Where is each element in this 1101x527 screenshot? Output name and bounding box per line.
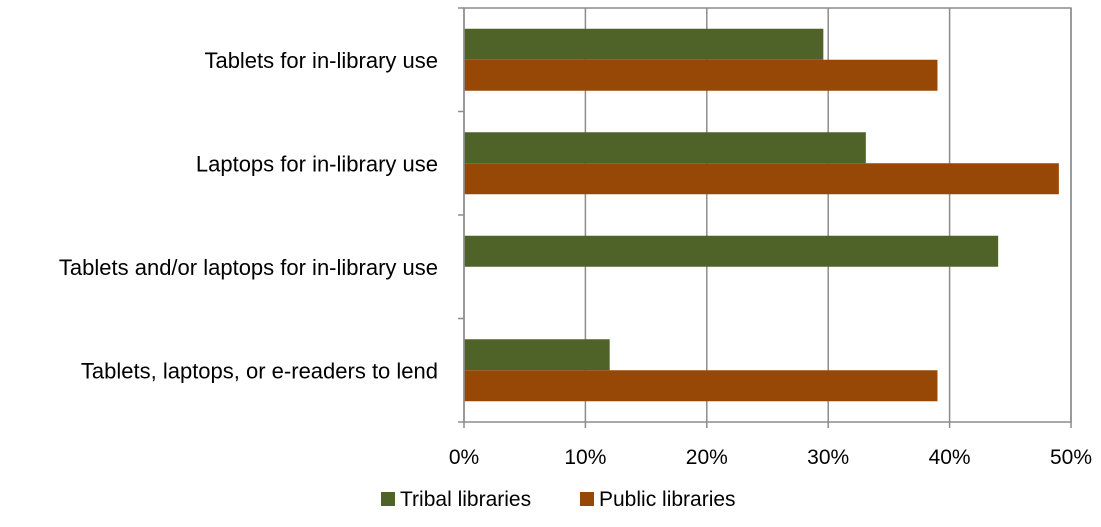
legend-swatch (381, 492, 395, 506)
axes (458, 7, 1072, 428)
bar-tribal (464, 28, 824, 60)
x-tick-label: 50% (1050, 446, 1092, 469)
x-tick-label: 20% (686, 446, 728, 469)
x-tick-label: 40% (929, 446, 971, 469)
legend: Tribal libraries Public libraries (381, 488, 736, 511)
bars (464, 28, 1059, 402)
bar-tribal (464, 132, 866, 164)
bar-tribal (464, 339, 610, 371)
bar-public (464, 370, 938, 402)
x-tick-label: 10% (564, 446, 606, 469)
category-label: Tablets for in-library use (204, 48, 438, 73)
bar-public (464, 163, 1059, 195)
bar-tribal (464, 235, 999, 267)
legend-label: Tribal libraries (400, 488, 531, 511)
legend-swatch (580, 492, 594, 506)
x-tick-label: 30% (807, 446, 849, 469)
category-labels: Tablets for in-library use Laptops for in… (59, 48, 438, 384)
category-label: Tablets and/or laptops for in-library us… (59, 255, 438, 280)
x-tick-labels: 0% 10% 20% 30% 40% 50% (449, 446, 1092, 469)
category-label: Laptops for in-library use (196, 151, 438, 176)
x-tick-label: 0% (449, 446, 479, 469)
bar-public (464, 59, 938, 91)
legend-label: Public libraries (599, 488, 736, 511)
category-label: Tablets, laptops, or e-readers to lend (81, 358, 438, 383)
